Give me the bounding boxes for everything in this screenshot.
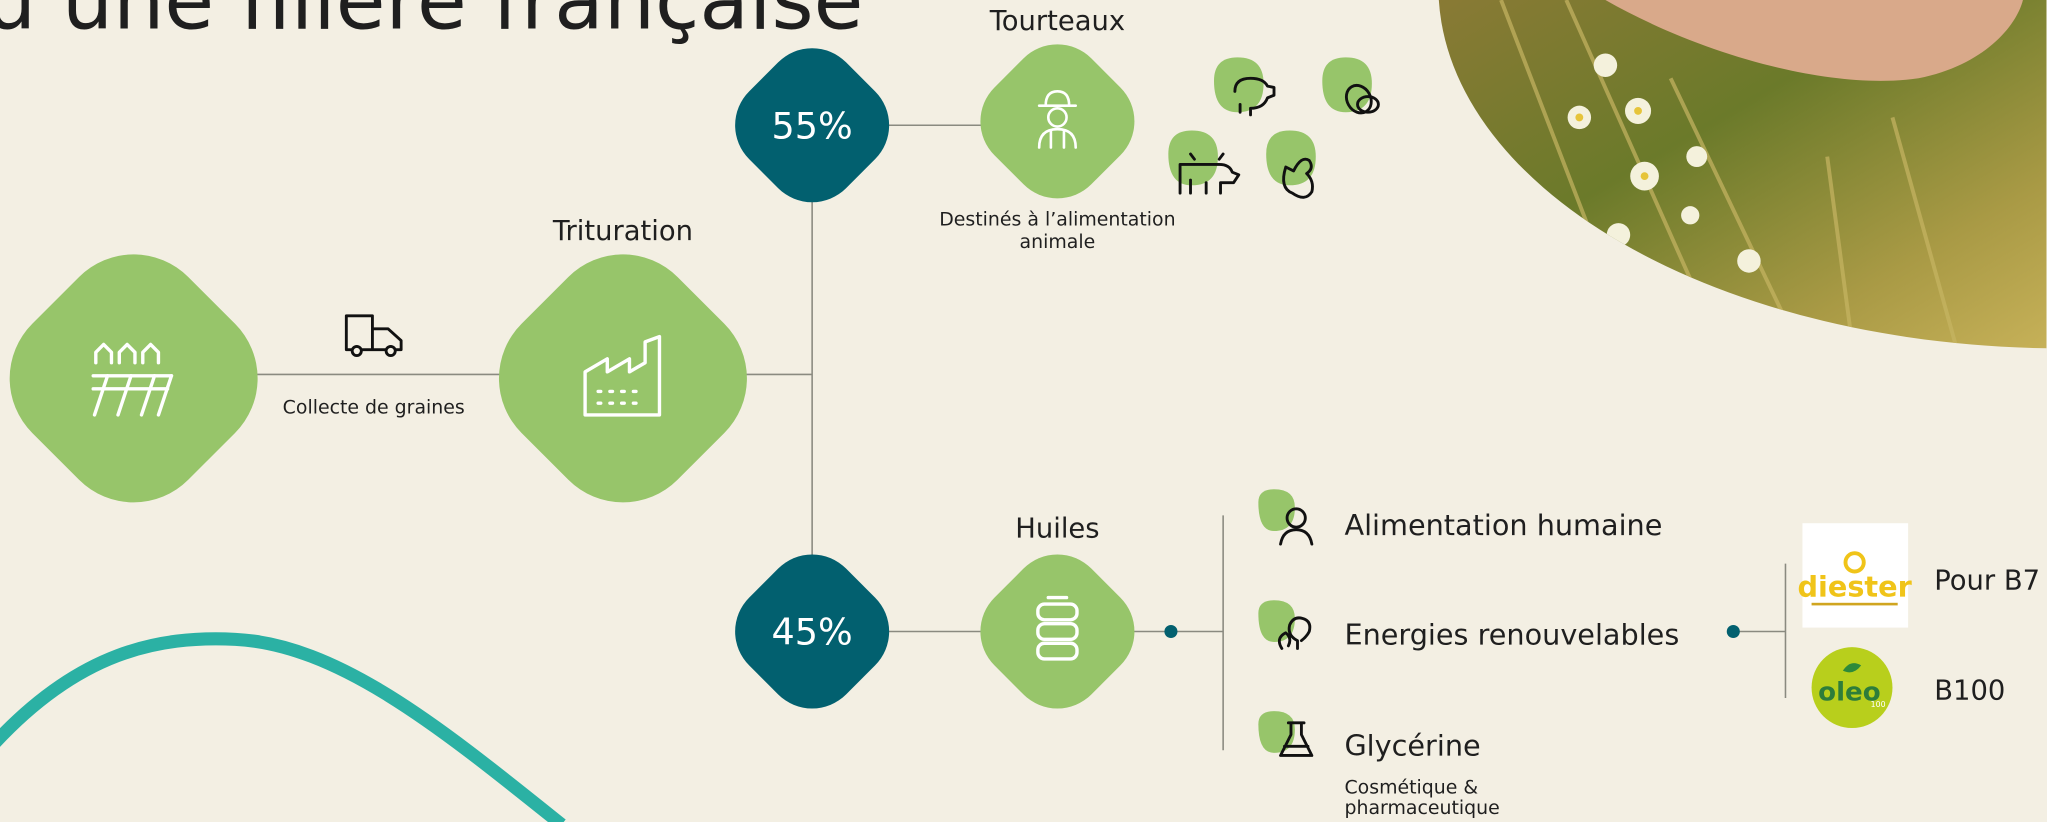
page-title: u une filière française bbox=[0, 0, 863, 49]
diester-logo-text: diester bbox=[1798, 569, 1913, 603]
biofuel-label: B100 bbox=[1934, 675, 2005, 706]
trituration-label: Trituration bbox=[552, 216, 693, 247]
tourteaux-description: Destinés à l’alimentation bbox=[939, 209, 1175, 231]
oleo-logo-sub: 100 bbox=[1871, 700, 1886, 709]
biofuel-label: Pour B7 bbox=[1934, 566, 2040, 597]
huiles-percent: 45% bbox=[772, 611, 853, 654]
tourteaux-percent: 55% bbox=[772, 104, 853, 147]
collecte-label: Collecte de graines bbox=[283, 397, 465, 419]
use-detail: Cosmétique & bbox=[1344, 776, 1478, 798]
page: u une filière française bbox=[0, 0, 2047, 822]
huiles-label: Huiles bbox=[1015, 514, 1099, 545]
use-label: Alimentation humaine bbox=[1344, 508, 1662, 542]
tourteaux-description: animale bbox=[1020, 231, 1096, 253]
use-detail: pharmaceutique bbox=[1344, 797, 1499, 819]
tourteaux-label: Tourteaux bbox=[989, 6, 1125, 37]
use-label: Energies renouvelables bbox=[1344, 618, 1679, 652]
diester-logo-line bbox=[1812, 603, 1898, 606]
use-label: Glycérine bbox=[1344, 728, 1480, 762]
